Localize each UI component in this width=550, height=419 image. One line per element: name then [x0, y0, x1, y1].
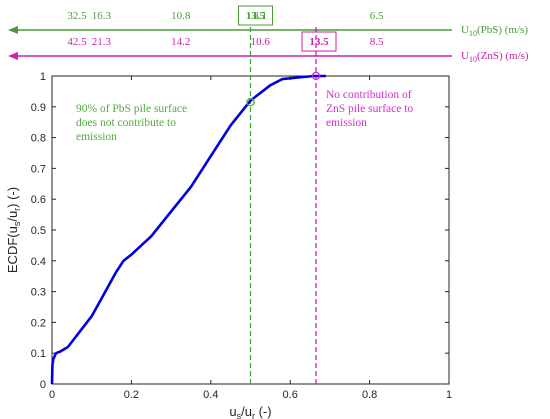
y-tick-label: 0.6 — [31, 194, 46, 206]
pbs-marker — [246, 97, 255, 107]
annotation-line: 90% of PbS pile surface — [76, 103, 187, 115]
wind-axis-zns: 42.5 21.3 14.2 10.6 8.5 13.5 U10(ZnS) (m/s) — [8, 31, 529, 64]
wind-tick-label: 42.5 — [67, 36, 87, 48]
y-axis: 0 0.1 0.2 0.3 0.4 0.5 0.6 0.7 0.8 0.9 1 — [31, 71, 449, 391]
y-tick-label: 0.3 — [31, 287, 46, 299]
annotation-line: ZnS pile surface to — [326, 103, 413, 115]
wind-highlight-box — [301, 31, 337, 52]
x-tick-label: 0.4 — [203, 389, 218, 401]
annotation-line: does not contribute to — [76, 117, 176, 129]
y-tick-label: 0.2 — [31, 317, 46, 329]
annotation-line: No contribution of — [326, 89, 412, 101]
wind-tick-label: 10.8 — [171, 10, 191, 22]
wind-tick-label: 32.5 — [67, 10, 87, 22]
wind-highlight-box — [238, 5, 273, 26]
y-axis-label: ECDF(us/ur) (-) — [5, 187, 22, 273]
wind-tick-label: 16.3 — [92, 10, 112, 22]
x-tick-label: 0.6 — [283, 389, 298, 401]
wind-tick-label: 21.3 — [92, 36, 112, 48]
wind-highlight-label: 13.5 — [309, 36, 329, 48]
y-tick-label: 1 — [40, 71, 46, 83]
wind-tick-label: 6.5 — [370, 10, 384, 22]
y-tick-label: 0.8 — [31, 133, 46, 145]
y-tick-label: 0.1 — [31, 348, 46, 360]
annotation-line: emission — [76, 131, 117, 143]
wind-tick-label: 10.6 — [251, 36, 271, 48]
x-tick-label: 0 — [49, 389, 55, 401]
x-axis-label: us/ur (-) — [229, 404, 271, 419]
zns-marker — [311, 71, 321, 81]
ecdf-line — [50, 74, 326, 385]
wind-tick-label: 8.1 — [253, 10, 267, 22]
wind-axis-arrowhead — [8, 52, 18, 60]
y-tick-label: 0.4 — [31, 256, 46, 268]
wind-tick-label: 8.5 — [370, 36, 384, 48]
wind-axis-pbs: 32.5 16.3 10.8 8.1 6.5 13.5 U10(PbS) (m/s) — [8, 5, 528, 38]
x-tick-label: 0.2 — [124, 389, 139, 401]
wind-axis-label: U10(ZnS) (m/s) — [461, 50, 529, 64]
wind-axis-label: U10(PbS) (m/s) — [461, 24, 528, 38]
y-tick-label: 0.5 — [31, 225, 46, 237]
y-tick-label: 0 — [40, 379, 46, 391]
x-tick-label: 0.8 — [362, 389, 377, 401]
zns-note: No contribution of ZnS pile surface to emi… — [326, 89, 413, 129]
y-tick-label: 0.9 — [31, 102, 46, 114]
wind-tick-label: 14.2 — [171, 36, 190, 48]
annotation-line: emission — [326, 117, 367, 129]
y-tick-label: 0.7 — [31, 163, 46, 175]
wind-highlight-label: 13.5 — [246, 10, 266, 22]
pbs-note: 90% of PbS pile surface does not contribu… — [76, 103, 187, 143]
wind-axis-arrowhead — [8, 26, 18, 34]
x-tick-label: 1 — [446, 389, 452, 401]
